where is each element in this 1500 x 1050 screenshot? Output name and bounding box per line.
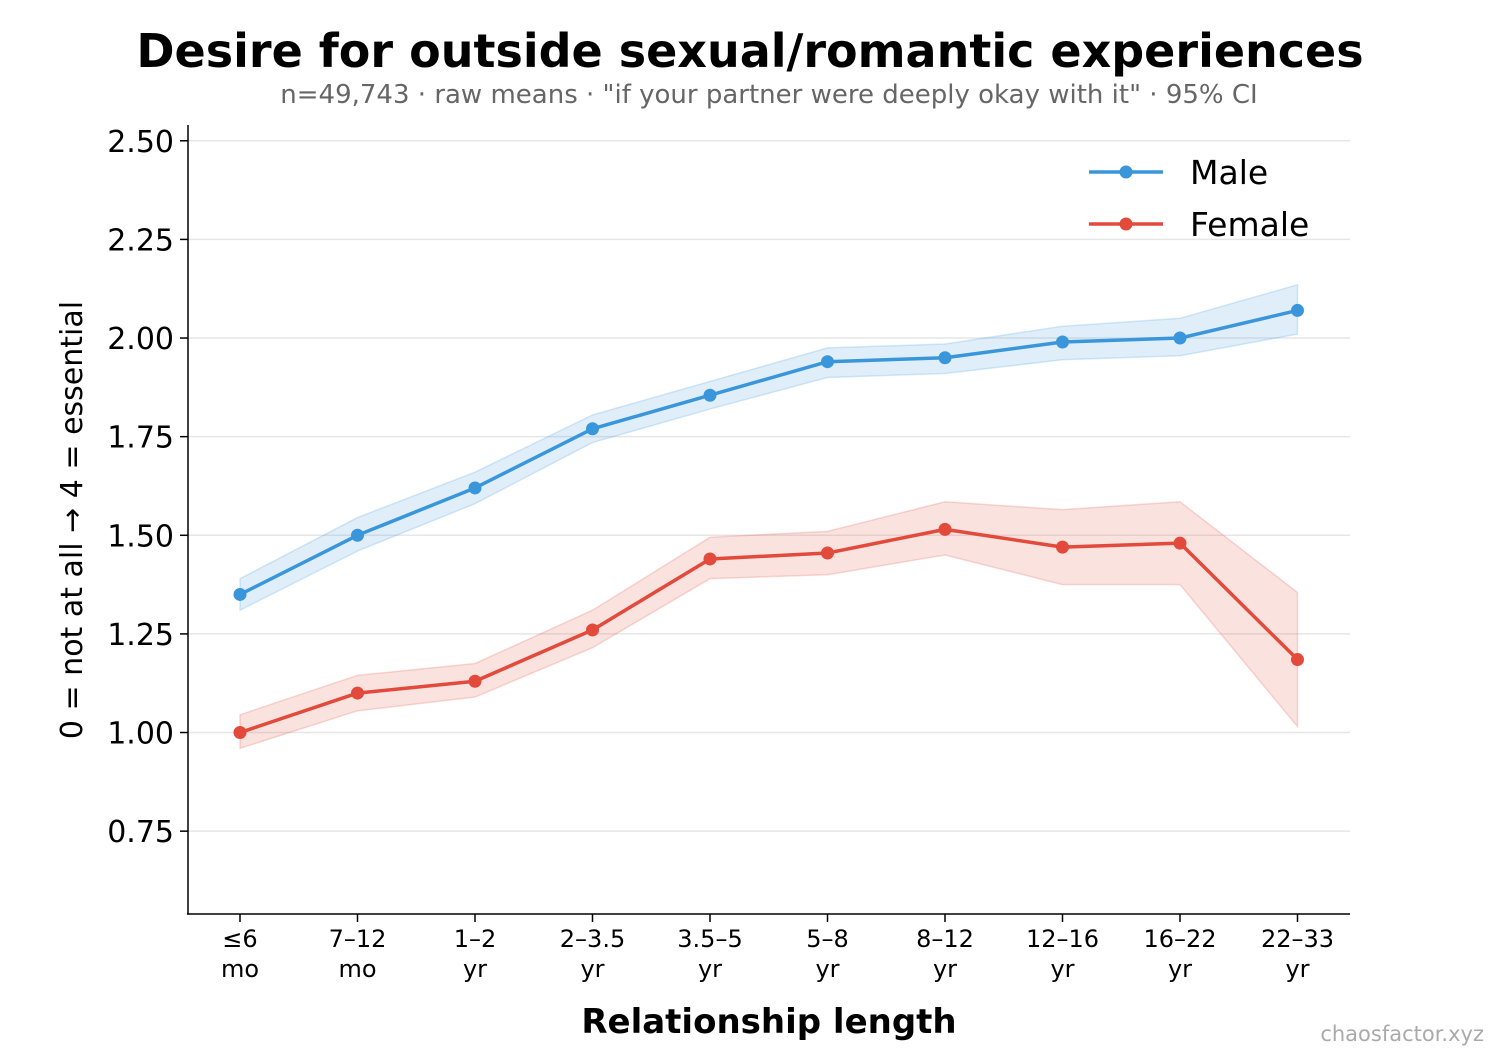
female-point [1291,653,1304,667]
female-point [938,522,952,536]
x-tick-label: mo [221,955,259,983]
x-tick-label: 5–8 [806,925,849,953]
chart-title: Desire for outside sexual/romantic exper… [136,24,1364,78]
male-point [233,587,247,601]
female-point [586,623,599,637]
x-tick-label: 7–12 [329,925,387,953]
watermark: chaosfactor.xyz [1320,1022,1484,1046]
female-point [1056,540,1069,554]
axes [187,125,1350,915]
female-line [239,527,1299,735]
legend-male-marker [1119,165,1133,179]
female-point [821,546,834,560]
male-point [821,355,834,369]
series-points [233,303,1304,740]
male-point [1291,303,1304,317]
y-tick-label: 0.75 [107,815,174,850]
female-ci-band [239,500,1299,750]
y-tick-label: 2.50 [107,125,174,160]
x-tick-label: mo [338,955,376,983]
x-tick-label: 2–3.5 [560,925,625,953]
female-point [233,726,247,740]
legend-female-marker [1119,217,1133,231]
y-tick-label: 2.25 [107,223,174,258]
male-ci-band [239,283,1299,612]
y-tick-label: 1.25 [107,618,174,653]
x-ticks: ≤6mo7–12mo1–2yr2–3.5yr3.5–5yr5–8yr8–12yr… [221,914,1334,983]
y-tick-label: 2.00 [107,322,174,357]
x-tick-label: yr [933,955,957,983]
x-tick-label: yr [815,955,839,983]
x-axis-label: Relationship length [581,1002,956,1042]
x-tick-label: 8–12 [916,925,974,953]
x-tick-label: yr [698,955,722,983]
male-point [938,351,952,365]
y-tick-label: 1.50 [107,519,174,554]
x-tick-label: 16–22 [1143,925,1216,953]
female-point [468,674,482,688]
male-point [1173,331,1187,345]
x-tick-label: 22–33 [1261,925,1334,953]
male-point [351,528,364,542]
series-lines [239,308,1299,735]
male-line [239,308,1298,597]
female-point [351,686,364,700]
x-tick-label: 1–2 [454,925,497,953]
legend: Male Female [1089,153,1309,244]
legend-female-label: Female [1190,205,1309,244]
x-tick-label: yr [1285,955,1309,983]
x-tick-label: yr [1168,955,1192,983]
male-point [1056,335,1069,349]
x-tick-label: 3.5–5 [677,925,742,953]
female-point [1173,536,1187,550]
chart-subtitle: n=49,743 · raw means · "if your partner … [280,80,1258,110]
male-point [703,388,717,402]
female-point [703,552,717,566]
x-tick-label: yr [580,955,604,983]
legend-male-label: Male [1190,153,1268,192]
gridlines [188,140,1350,832]
y-axis-label: 0 = not at all → 4 = essential [55,301,90,739]
y-ticks: 0.75 1.00 1.25 1.50 1.75 2.00 2.25 2.50 [107,125,188,850]
male-point [586,422,599,436]
y-tick-label: 1.00 [107,717,174,752]
confidence-bands [239,283,1299,750]
x-tick-label: 12–16 [1026,925,1099,953]
x-tick-label: yr [463,955,487,983]
x-tick-label: ≤6 [222,925,257,953]
y-tick-label: 1.75 [107,421,174,456]
x-tick-label: yr [1050,955,1074,983]
male-point [468,481,482,495]
